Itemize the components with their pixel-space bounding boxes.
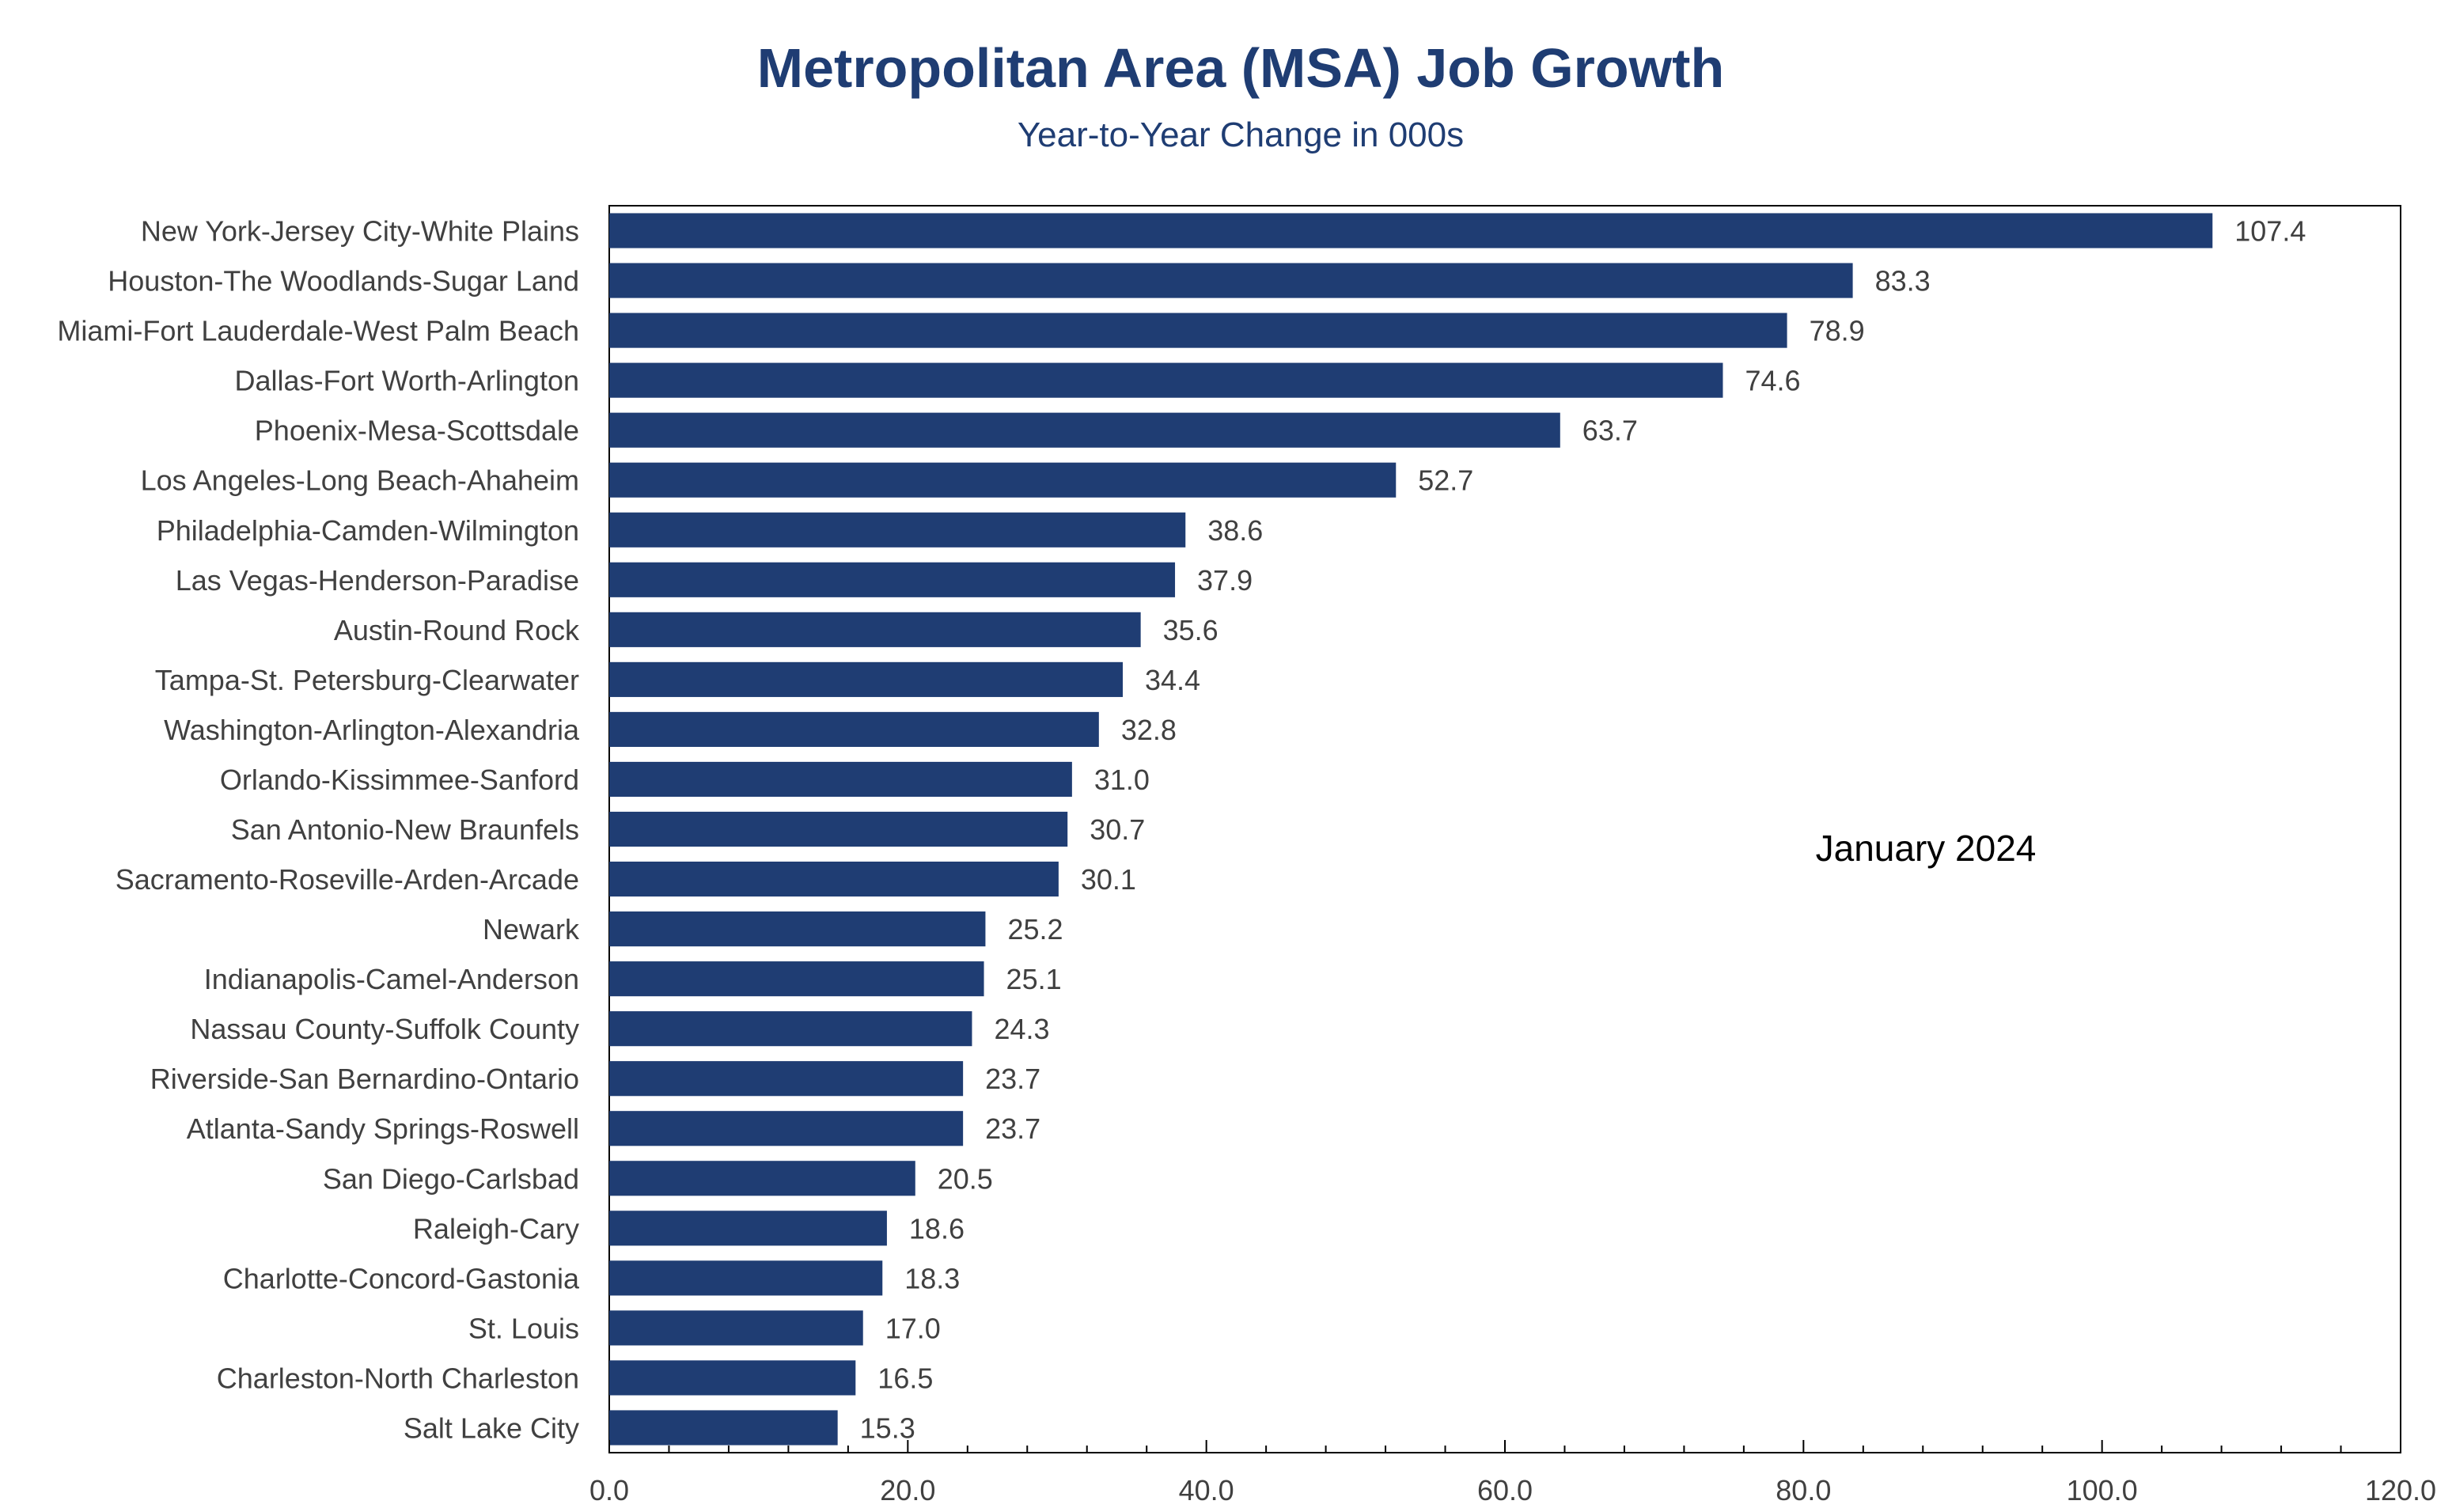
category-label: Las Vegas-Henderson-Paradise: [176, 564, 579, 597]
data-label: 38.6: [1207, 514, 1263, 547]
data-label: 107.4: [2234, 215, 2306, 248]
bar: [609, 462, 1397, 498]
bar: [609, 811, 1068, 847]
x-axis: 0.0 20.0 40.0 60.0 80.0 100.0 120.0: [589, 1440, 2436, 1506]
data-label: 24.3: [994, 1013, 1049, 1045]
bar: [609, 861, 1059, 897]
bar: [609, 1111, 964, 1146]
category-label: Austin-Round Rock: [334, 614, 580, 646]
data-label: 34.4: [1145, 664, 1200, 696]
data-label: 37.9: [1197, 564, 1253, 597]
category-label: Miami-Fort Lauderdale-West Palm Beach: [57, 315, 579, 347]
category-label: San Antonio-New Braunfels: [231, 813, 579, 846]
category-label: St. Louis: [468, 1312, 579, 1344]
data-label: 32.8: [1121, 714, 1177, 746]
category-label: Washington-Arlington-Alexandria: [164, 714, 580, 746]
category-label: Sacramento-Roseville-Arden-Arcade: [116, 863, 579, 896]
category-label: Houston-The Woodlands-Sugar Land: [108, 265, 579, 297]
bar: [609, 1310, 863, 1346]
x-tick-label: 80.0: [1776, 1474, 1831, 1506]
category-label: Phoenix-Mesa-Scottsdale: [255, 415, 579, 447]
bar: [609, 711, 1099, 747]
category-label: Charlotte-Concord-Gastonia: [223, 1262, 580, 1294]
bar: [609, 512, 1186, 548]
category-label: Dallas-Fort Worth-Arlington: [235, 365, 579, 397]
bar: [609, 1011, 972, 1047]
data-label: 25.1: [1006, 963, 1062, 995]
bar: [609, 1410, 838, 1446]
x-tick-label: 120.0: [2365, 1474, 2436, 1506]
category-label: New York-Jersey City-White Plains: [141, 215, 579, 248]
data-label: 18.6: [909, 1212, 965, 1245]
chart-title: Metropolitan Area (MSA) Job Growth: [757, 37, 1724, 99]
data-label: 18.3: [904, 1262, 960, 1294]
bar: [609, 1360, 856, 1396]
bar: [609, 213, 2213, 248]
category-label: Raleigh-Cary: [413, 1212, 579, 1245]
bars-group: New York-Jersey City-White Plains 107.4 Ho…: [57, 213, 2306, 1446]
category-label: Newark: [483, 913, 580, 945]
category-label: Riverside-San Bernardino-Ontario: [150, 1063, 579, 1095]
data-label: 23.7: [985, 1112, 1040, 1145]
bar: [609, 1061, 964, 1097]
category-label: San Diego-Carlsbad: [323, 1162, 579, 1195]
bar: [609, 362, 1723, 398]
category-label: Orlando-Kissimmee-Sanford: [220, 764, 579, 796]
category-label: Indianapolis-Camel-Anderson: [204, 963, 579, 995]
bar: [609, 412, 1560, 448]
category-label: Atlanta-Sandy Springs-Roswell: [187, 1112, 579, 1145]
data-label: 15.3: [860, 1412, 915, 1444]
category-label: Philadelphia-Camden-Wilmington: [157, 514, 579, 547]
bar: [609, 961, 984, 997]
data-label: 78.9: [1810, 315, 1865, 347]
data-label: 17.0: [885, 1312, 941, 1344]
chart-subtitle: Year-to-Year Change in 000s: [1018, 116, 1464, 154]
bar: [609, 562, 1176, 597]
data-label: 31.0: [1094, 764, 1150, 796]
data-label: 30.7: [1090, 813, 1145, 846]
date-annotation: January 2024: [1816, 828, 2037, 869]
category-label: Los Angeles-Long Beach-Ahaheim: [141, 464, 579, 497]
data-label: 16.5: [877, 1362, 933, 1394]
bar: [609, 1211, 887, 1246]
category-label: Charleston-North Charleston: [217, 1362, 579, 1394]
data-label: 83.3: [1875, 265, 1931, 297]
x-tick-label: 40.0: [1179, 1474, 1234, 1506]
x-tick-label: 20.0: [880, 1474, 935, 1506]
category-label: Salt Lake City: [404, 1412, 579, 1444]
bar: [609, 313, 1787, 348]
category-label: Tampa-St. Petersburg-Clearwater: [155, 664, 579, 696]
x-tick-label: 100.0: [2067, 1474, 2138, 1506]
bar: [609, 661, 1124, 697]
data-label: 63.7: [1582, 415, 1638, 447]
data-label: 25.2: [1007, 913, 1063, 945]
x-tick-label: 60.0: [1477, 1474, 1533, 1506]
category-label: Nassau County-Suffolk County: [190, 1013, 579, 1045]
data-label: 52.7: [1418, 464, 1473, 497]
data-label: 74.6: [1745, 365, 1800, 397]
data-label: 30.1: [1081, 863, 1136, 896]
bar: [609, 263, 1853, 298]
bar: [609, 612, 1141, 647]
bar: [609, 1260, 883, 1296]
bar: [609, 1161, 915, 1196]
data-label: 20.5: [938, 1162, 993, 1195]
data-label: 35.6: [1163, 614, 1218, 646]
x-tick-label: 0.0: [589, 1474, 629, 1506]
data-label: 23.7: [985, 1063, 1040, 1095]
bar: [609, 761, 1072, 798]
bar: [609, 911, 986, 947]
